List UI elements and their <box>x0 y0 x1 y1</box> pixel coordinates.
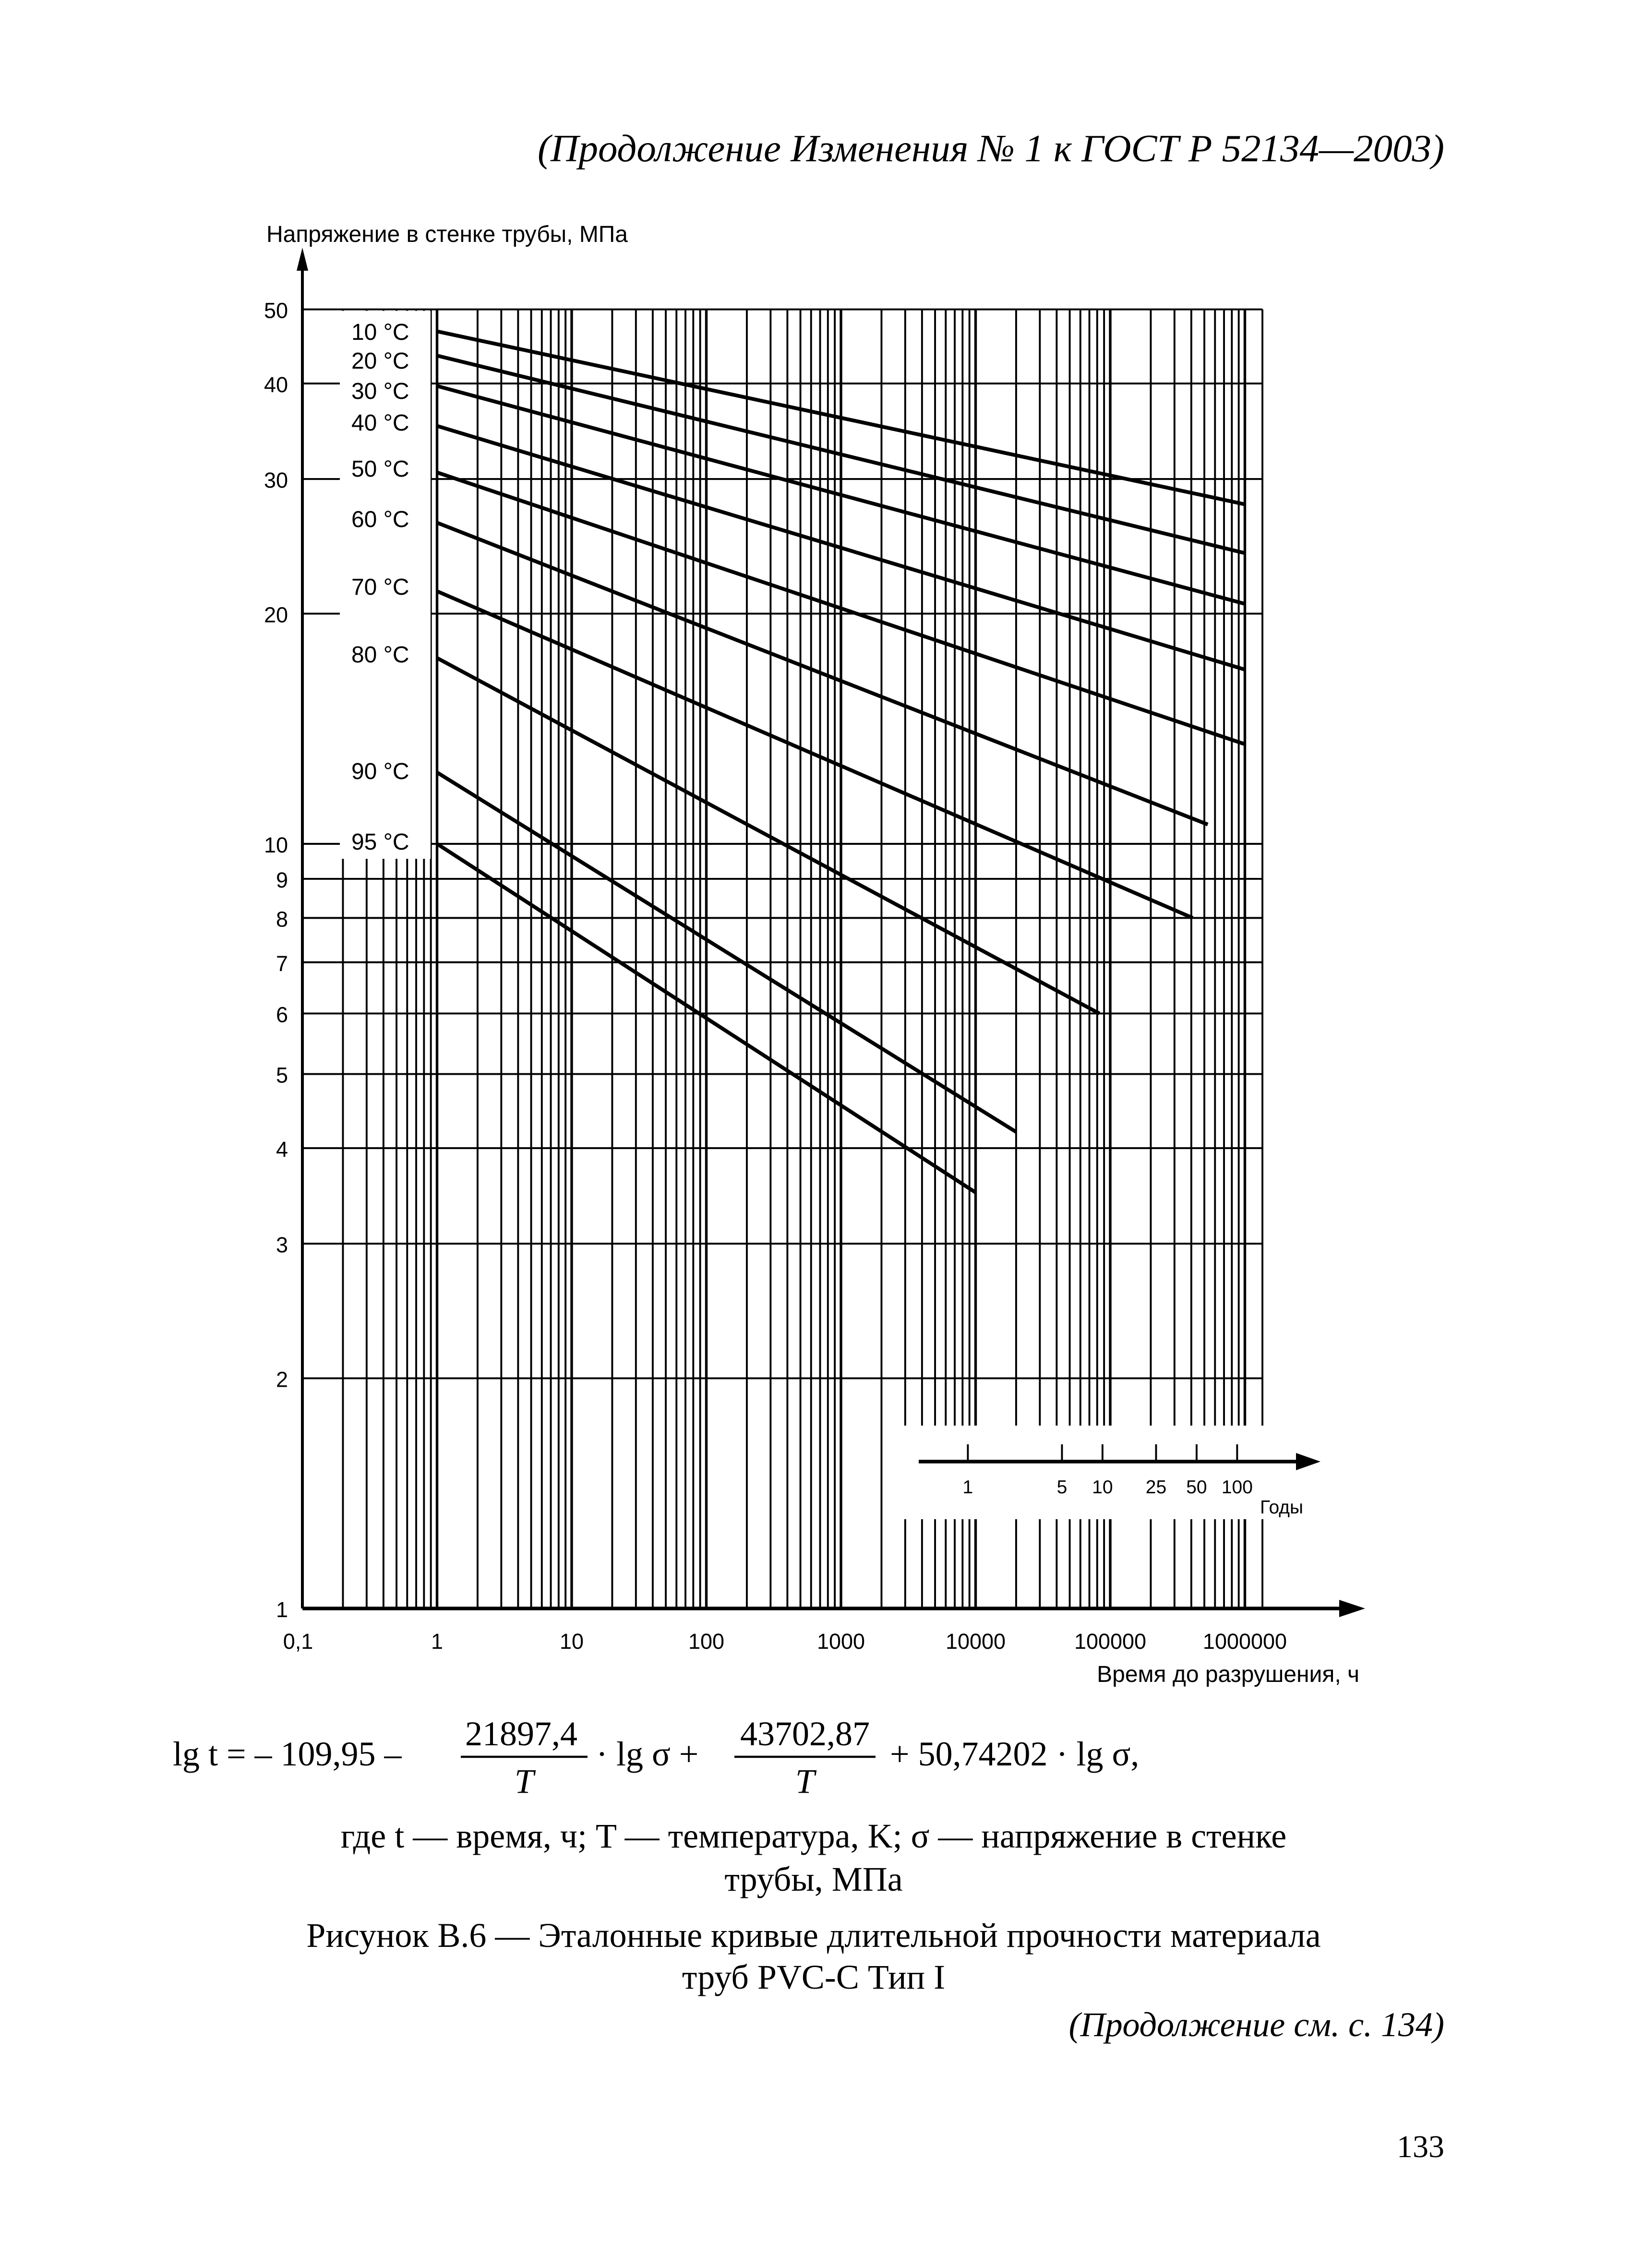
series-line <box>436 656 1101 1015</box>
series-label: 90 °C <box>351 759 409 784</box>
x-tick-label: 100 <box>688 1629 724 1654</box>
years-tick-label: 5 <box>1057 1477 1068 1498</box>
formula-frac1-den: T <box>515 1762 536 1800</box>
series-label: 30 °C <box>351 379 409 404</box>
formula-frac1-num: 21897,4 <box>465 1715 577 1753</box>
page-number: 133 <box>1397 2129 1444 2164</box>
series-line <box>436 424 1246 672</box>
y-tick-label: 30 <box>264 468 288 492</box>
y-tick-label: 6 <box>276 1002 288 1027</box>
y-tick-label: 2 <box>276 1367 288 1392</box>
figure-caption-line-1: Рисунок В.6 — Эталонные кривые длительно… <box>306 1916 1320 1955</box>
y-axis-arrow-icon <box>296 248 308 271</box>
x-tick-label: 10000 <box>946 1629 1006 1654</box>
y-tick-label: 7 <box>276 951 288 976</box>
series-line <box>436 521 1209 827</box>
series-line <box>436 770 1017 1134</box>
x-tick-label: 1 <box>431 1629 443 1654</box>
series-label: 80 °C <box>351 642 409 668</box>
series-line <box>436 384 1246 606</box>
y-tick-label: 50 <box>264 299 288 323</box>
y-tick-label: 8 <box>276 907 288 931</box>
y-tick-label: 1 <box>276 1597 288 1622</box>
y-tick-label: 4 <box>276 1137 288 1162</box>
y-tick-label: 3 <box>276 1233 288 1257</box>
legend-note-line-1: где t — время, ч; T — температура, K; σ … <box>341 1817 1287 1855</box>
legend-label-background <box>339 311 431 859</box>
series-line <box>436 589 1194 920</box>
years-tick-label: 1 <box>963 1477 973 1498</box>
formula-tail: + 50,74202 · lg σ, <box>890 1735 1139 1773</box>
y-tick-label: 10 <box>264 833 288 857</box>
years-axis-label: Годы <box>1260 1497 1303 1518</box>
legend-note-line-2: трубы, МПа <box>724 1860 902 1898</box>
x-tick-label: 100000 <box>1074 1629 1146 1654</box>
years-axis-background <box>902 1425 1320 1519</box>
y-axis-title: Напряжение в стенке трубы, МПа <box>266 222 628 247</box>
series-label: 10 °C <box>351 320 409 345</box>
series-line <box>436 470 1246 746</box>
continuation-note: (Продолжение см. с. 134) <box>1069 2005 1444 2044</box>
y-tick-label: 5 <box>276 1063 288 1088</box>
series-label: 95 °C <box>351 829 409 855</box>
series-label: 70 °C <box>351 575 409 600</box>
series-label: 40 °C <box>351 410 409 436</box>
series-line <box>436 354 1246 555</box>
series-label: 60 °C <box>351 507 409 532</box>
years-tick-label: 10 <box>1092 1477 1113 1498</box>
x-tick-label: 1000000 <box>1203 1629 1287 1654</box>
formula: lg t = – 109,95 – 21897,4 T · lg σ + 437… <box>173 1715 1139 1800</box>
y-tick-label: 20 <box>264 602 288 627</box>
years-tick-label: 50 <box>1186 1477 1207 1498</box>
series-line <box>436 329 1246 506</box>
series-line <box>436 842 977 1194</box>
formula-frac2-den: T <box>795 1762 817 1800</box>
x-axis-title: Время до разрушения, ч <box>1097 1662 1359 1687</box>
y-tick-label: 9 <box>276 868 288 892</box>
chart: 1 2 3 4 5 6 7 8 9 10 20 30 40 50 0,1 1 10 100 1000 10000 100… <box>264 248 1365 1654</box>
formula-mid: · lg σ + <box>596 1735 698 1773</box>
formula-lhs: lg t = – 109,95 – <box>173 1735 402 1773</box>
x-tick-label: 10 <box>560 1629 584 1654</box>
x-axis-arrow-icon <box>1339 1599 1365 1617</box>
series-label: 20 °C <box>351 348 409 374</box>
x-tick-label: 1000 <box>817 1629 865 1654</box>
x-tick-label: 0,1 <box>283 1629 313 1654</box>
running-header: (Продолжение Изменения № 1 к ГОСТ Р 5213… <box>538 127 1444 170</box>
series-label: 50 °C <box>351 456 409 482</box>
y-tick-label: 40 <box>264 372 288 397</box>
years-tick-label: 25 <box>1146 1477 1166 1498</box>
formula-frac2-num: 43702,87 <box>740 1715 870 1753</box>
figure-caption-line-2: труб PVC-C Тип I <box>682 1958 945 1996</box>
years-axis-arrow-icon <box>1296 1452 1320 1470</box>
years-tick-label: 100 <box>1222 1477 1253 1498</box>
